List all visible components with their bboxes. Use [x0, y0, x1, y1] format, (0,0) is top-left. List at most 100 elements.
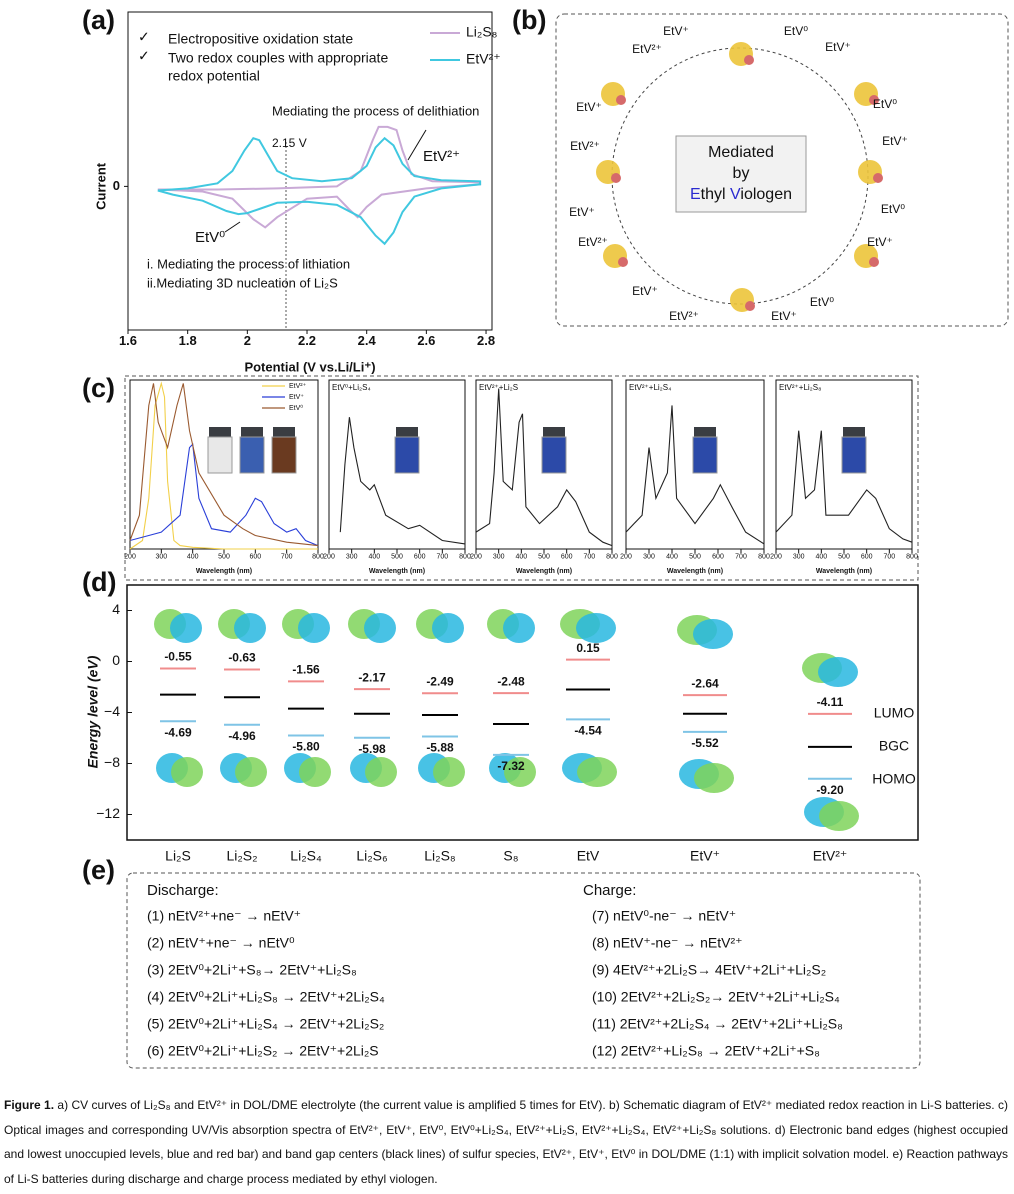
center-box [675, 135, 807, 213]
orbital [693, 619, 733, 649]
cycle-label: EtV⁺ [569, 205, 595, 219]
category-label: EtV²⁺ [813, 848, 848, 864]
annotation: EtV²⁺ [423, 148, 460, 165]
x-tick-label: 600 [712, 553, 724, 560]
x-tick-label: 300 [643, 553, 655, 560]
legend-label: EtV²⁺ [466, 51, 501, 67]
x-tick-label: 400 [187, 553, 199, 560]
value-label: -5.88 [426, 741, 454, 755]
category-label: Li₂S₆ [356, 848, 387, 864]
legend-label: EtV²⁺ [289, 383, 307, 390]
series-line [775, 430, 913, 543]
annotation: i. Mediating the process of lithiation [147, 256, 350, 271]
category-label: Li₂S₄ [290, 848, 322, 864]
vial [394, 436, 420, 474]
x-tick-label: 2.2 [298, 333, 316, 348]
series-line [339, 417, 466, 545]
x-axis-label: Potential (V vs.Li/Li⁺) [244, 359, 375, 374]
cycle-label: EtV⁺ [632, 284, 658, 298]
value-label: -0.63 [228, 651, 256, 665]
reaction: (1) nEtV²⁺+ne⁻ → nEtV⁺ [147, 908, 301, 924]
figure-panels: ✓ ✓ (a) (b) (c) (d) (e) 1.6 1.8 2 2.2 2.4 2.6 2.8 0 P… [82, 5, 1009, 1069]
vial [692, 436, 718, 474]
panel-e-box [126, 872, 921, 1069]
value-label: -5.80 [292, 740, 320, 754]
orbital [298, 613, 330, 643]
x-tick-label: 700 [883, 553, 895, 560]
x-tick-label: 800 [906, 553, 918, 560]
x-tick-label: 1.8 [179, 333, 197, 348]
x-tick-label: 700 [735, 553, 747, 560]
orbital [299, 757, 331, 787]
x-tick-label: 600 [861, 553, 873, 560]
orbital [235, 757, 267, 787]
legend-label: HOMO [872, 771, 916, 787]
y-axis-label: Energy level (eV) [85, 655, 101, 768]
x-tick-label: 2.8 [477, 333, 495, 348]
legend-label: LUMO [874, 705, 915, 721]
panel-label: (b) [512, 5, 546, 35]
x-tick-label: 500 [538, 553, 550, 560]
x-tick-label: 800 [459, 553, 471, 560]
cycle-label: EtV⁺ [771, 309, 797, 323]
y-tick-label: 0 [113, 178, 120, 193]
discharge-title: Discharge: [147, 882, 219, 899]
reaction: (7) nEtV⁰-ne⁻ → nEtV⁺ [592, 908, 736, 924]
legend-label: EtV⁰ [289, 404, 303, 412]
series-line [129, 383, 319, 547]
orbital [364, 613, 396, 643]
reaction: (5) 2EtV⁰+2Li⁺+Li₂S₄ → 2EtV⁺+2Li₂S₂ [147, 1016, 384, 1032]
value-label: -2.48 [497, 674, 525, 688]
panel-label: (e) [82, 855, 115, 885]
vial-cap [543, 427, 565, 437]
vial-cap [396, 427, 418, 437]
x-tick-label: 400 [666, 553, 678, 560]
plot-title: EtV²⁺+Li₂S₈ [779, 383, 821, 392]
x-tick-label: 500 [838, 553, 850, 560]
annotation: ii.Mediating 3D nucleation of Li₂S [147, 275, 338, 290]
reaction: (2) nEtV⁺+ne⁻ → nEtV⁰ [147, 935, 295, 951]
series-line [129, 442, 319, 547]
value-label: -2.17 [358, 670, 386, 684]
x-tick-label: 400 [368, 553, 380, 560]
vial [239, 436, 265, 474]
molecule-atom [618, 257, 628, 267]
annotation: 2.15 V [272, 136, 307, 150]
plot-title: EtV⁰+Li₂S₄ [332, 383, 371, 392]
y-tick-label: 0 [112, 652, 120, 668]
category-label: Li₂S₈ [424, 848, 455, 864]
cycle-label: EtV²⁺ [570, 139, 600, 153]
orbital [694, 763, 734, 793]
x-tick-label: 600 [561, 553, 573, 560]
y-tick-label: −12 [96, 805, 120, 821]
value-label: -9.20 [816, 783, 844, 797]
panel-b-box [555, 13, 1009, 327]
x-tick-label: 300 [493, 553, 505, 560]
reaction: (10) 2EtV²⁺+2Li₂S₂→ 2EtV⁺+2Li⁺+Li₂S₄ [592, 989, 840, 1005]
x-tick-label: 700 [436, 553, 448, 560]
reaction: (11) 2EtV²⁺+2Li₂S₄ → 2EtV⁺+2Li⁺+Li₂S₈ [592, 1016, 843, 1032]
x-tick-label: 200 [323, 553, 335, 560]
cycle-label: EtV⁰ [873, 97, 897, 111]
x-tick-label: 500 [218, 553, 230, 560]
center-text-part: iologen [740, 186, 792, 203]
orbital [503, 613, 535, 643]
orbital [504, 757, 536, 787]
orbital [819, 801, 859, 831]
annotation: Mediating the process of delithiation [272, 103, 479, 118]
y-tick-label: −4 [104, 703, 120, 719]
category-label: Li₂S₂ [226, 848, 257, 864]
x-tick-label: 200 [470, 553, 482, 560]
panel-c-box [124, 375, 919, 581]
checkmark: ✓ [138, 29, 150, 45]
x-tick-label: 200 [620, 553, 632, 560]
caption-label: Figure 1. [4, 1098, 55, 1112]
vial-cap [209, 427, 231, 437]
series-line [157, 136, 482, 246]
category-label: EtV [577, 848, 600, 864]
legend-label: BGC [879, 738, 909, 754]
x-tick-label: 2.4 [358, 333, 377, 348]
x-tick-label: 600 [249, 553, 261, 560]
orbital [432, 613, 464, 643]
